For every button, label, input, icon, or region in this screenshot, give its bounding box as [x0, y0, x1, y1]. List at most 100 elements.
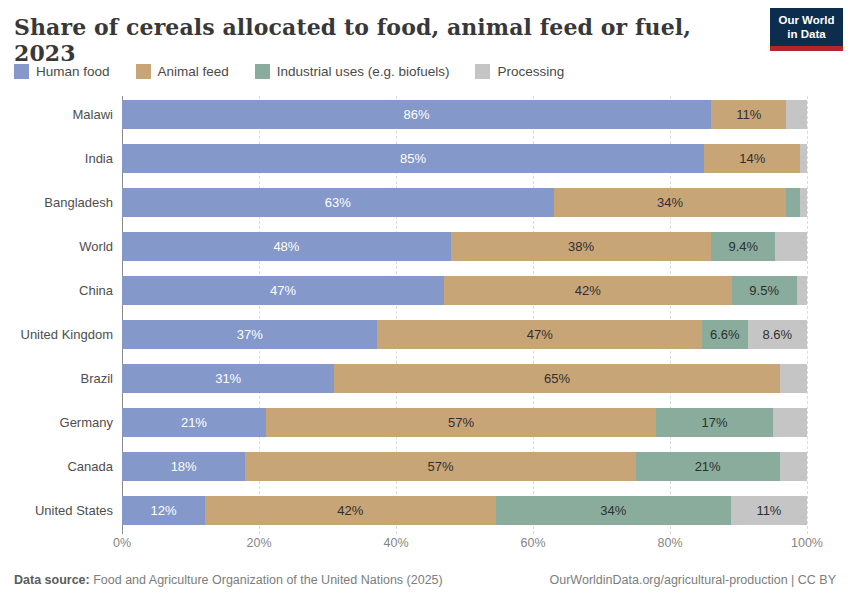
bar-segment-processing[interactable] [800, 144, 807, 173]
bar-segment-processing[interactable]: 11% [731, 496, 807, 525]
bar-segment-animal-feed[interactable]: 42% [444, 276, 732, 305]
legend-item-industrial-uses-e-g-biofuels[interactable]: Industrial uses (e.g. biofuels) [255, 64, 450, 79]
credit-link[interactable]: OurWorldinData.org/agricultural-producti… [550, 573, 836, 587]
bar-value-label: 85% [400, 144, 426, 173]
bar-segment-animal-feed[interactable]: 47% [377, 320, 702, 349]
bar-segment-human-food[interactable]: 47% [122, 276, 444, 305]
bar-value-label: 11% [736, 100, 761, 129]
bar-value-label: 86% [404, 100, 430, 129]
bar-value-label: 65% [544, 364, 570, 393]
bar-segment-human-food[interactable]: 48% [122, 232, 451, 261]
legend-swatch-icon [136, 64, 151, 79]
bar-row-malawi: Malawi86%11% [122, 100, 807, 129]
data-source-text: Food and Agriculture Organization of the… [90, 573, 443, 587]
bar-value-label: 31% [215, 364, 241, 393]
legend-item-human-food[interactable]: Human food [14, 64, 110, 79]
bar-value-label: 47% [527, 320, 553, 349]
bar-segment-industrial-uses-e-g-biofuels[interactable]: 9.5% [732, 276, 797, 305]
legend-swatch-icon [255, 64, 270, 79]
bar-segment-industrial-uses-e-g-biofuels[interactable]: 6.6% [702, 320, 748, 349]
bar-segment-human-food[interactable]: 63% [122, 188, 554, 217]
category-label: Canada [1, 452, 122, 481]
bar-segment-animal-feed[interactable]: 14% [704, 144, 800, 173]
plot-area: Malawi86%11%India85%14%Bangladesh63%34%W… [122, 96, 807, 534]
bar-value-label: 38% [568, 232, 594, 261]
bar-segment-human-food[interactable]: 31% [122, 364, 334, 393]
owid-logo-line2: in Data [787, 27, 825, 41]
bar-segment-human-food[interactable]: 18% [122, 452, 245, 481]
bar-row-india: India85%14% [122, 144, 807, 173]
bar-value-label: 42% [337, 496, 363, 525]
category-label: China [1, 276, 122, 305]
legend-label: Industrial uses (e.g. biofuels) [277, 64, 450, 79]
bar-segment-processing[interactable] [786, 100, 807, 129]
bar-segment-animal-feed[interactable]: 34% [554, 188, 787, 217]
bar-value-label: 8.6% [762, 320, 792, 349]
bar-segment-animal-feed[interactable]: 42% [205, 496, 496, 525]
bar-value-label: 21% [181, 408, 207, 437]
bar-segment-processing[interactable] [775, 232, 807, 261]
category-label: Brazil [1, 364, 122, 393]
x-tick-label: 60% [520, 536, 545, 550]
gridline [807, 96, 808, 534]
bar-segment-industrial-uses-e-g-biofuels[interactable]: 34% [496, 496, 731, 525]
bar-segment-processing[interactable]: 8.6% [748, 320, 807, 349]
chart-footer: Data source: Food and Agriculture Organi… [14, 573, 836, 587]
bar-segment-animal-feed[interactable]: 65% [334, 364, 779, 393]
chart-legend: Human food Animal feed Industrial uses (e.… [14, 64, 564, 79]
bar-segment-processing[interactable] [780, 364, 807, 393]
category-label: Malawi [1, 100, 122, 129]
bar-segment-animal-feed[interactable]: 57% [245, 452, 635, 481]
x-tick-label: 0% [113, 536, 131, 550]
legend-item-animal-feed[interactable]: Animal feed [136, 64, 229, 79]
data-source: Data source: Food and Agriculture Organi… [14, 573, 443, 587]
bar-value-label: 42% [575, 276, 601, 305]
bar-segment-human-food[interactable]: 37% [122, 320, 377, 349]
bar-value-label: 17% [701, 408, 727, 437]
bar-value-label: 63% [325, 188, 351, 217]
category-label: Bangladesh [1, 188, 122, 217]
bar-value-label: 34% [600, 496, 626, 525]
category-label: United Kingdom [1, 320, 122, 349]
bar-segment-processing[interactable] [797, 276, 807, 305]
bar-segment-industrial-uses-e-g-biofuels[interactable]: 21% [636, 452, 780, 481]
x-tick-label: 100% [791, 536, 823, 550]
x-axis: 0%20%40%60%80%100% [122, 536, 807, 554]
bar-segment-animal-feed[interactable]: 11% [711, 100, 786, 129]
bar-value-label: 57% [428, 452, 454, 481]
data-source-label: Data source: [14, 573, 90, 587]
bar-segment-human-food[interactable]: 12% [122, 496, 205, 525]
legend-label: Processing [497, 64, 564, 79]
bar-row-canada: Canada18%57%21% [122, 452, 807, 481]
bar-row-bangladesh: Bangladesh63%34% [122, 188, 807, 217]
bar-value-label: 11% [756, 496, 781, 525]
bar-segment-processing[interactable] [780, 452, 807, 481]
legend-swatch-icon [475, 64, 490, 79]
bar-row-world: World48%38%9.4% [122, 232, 807, 261]
owid-logo[interactable]: Our World in Data [770, 8, 843, 51]
x-tick-label: 20% [246, 536, 271, 550]
legend-item-processing[interactable]: Processing [475, 64, 564, 79]
category-label: India [1, 144, 122, 173]
bar-segment-processing[interactable] [773, 408, 807, 437]
legend-label: Human food [36, 64, 110, 79]
bar-value-label: 9.4% [728, 232, 758, 261]
bar-value-label: 47% [270, 276, 296, 305]
bar-segment-processing[interactable] [800, 188, 807, 217]
bar-segment-animal-feed[interactable]: 57% [266, 408, 656, 437]
bar-value-label: 57% [448, 408, 474, 437]
legend-swatch-icon [14, 64, 29, 79]
bar-segment-industrial-uses-e-g-biofuels[interactable] [786, 188, 800, 217]
bar-segment-industrial-uses-e-g-biofuels[interactable]: 17% [656, 408, 772, 437]
bar-segment-human-food[interactable]: 86% [122, 100, 711, 129]
bar-segment-human-food[interactable]: 85% [122, 144, 704, 173]
owid-chart: Share of cereals allocated to food, anim… [0, 0, 850, 600]
bar-value-label: 21% [695, 452, 721, 481]
bar-segment-animal-feed[interactable]: 38% [451, 232, 711, 261]
bar-segment-industrial-uses-e-g-biofuels[interactable]: 9.4% [711, 232, 775, 261]
bar-value-label: 14% [739, 144, 765, 173]
bar-value-label: 48% [273, 232, 299, 261]
bar-segment-human-food[interactable]: 21% [122, 408, 266, 437]
category-label: United States [1, 496, 122, 525]
bar-rows: Malawi86%11%India85%14%Bangladesh63%34%W… [122, 100, 807, 540]
